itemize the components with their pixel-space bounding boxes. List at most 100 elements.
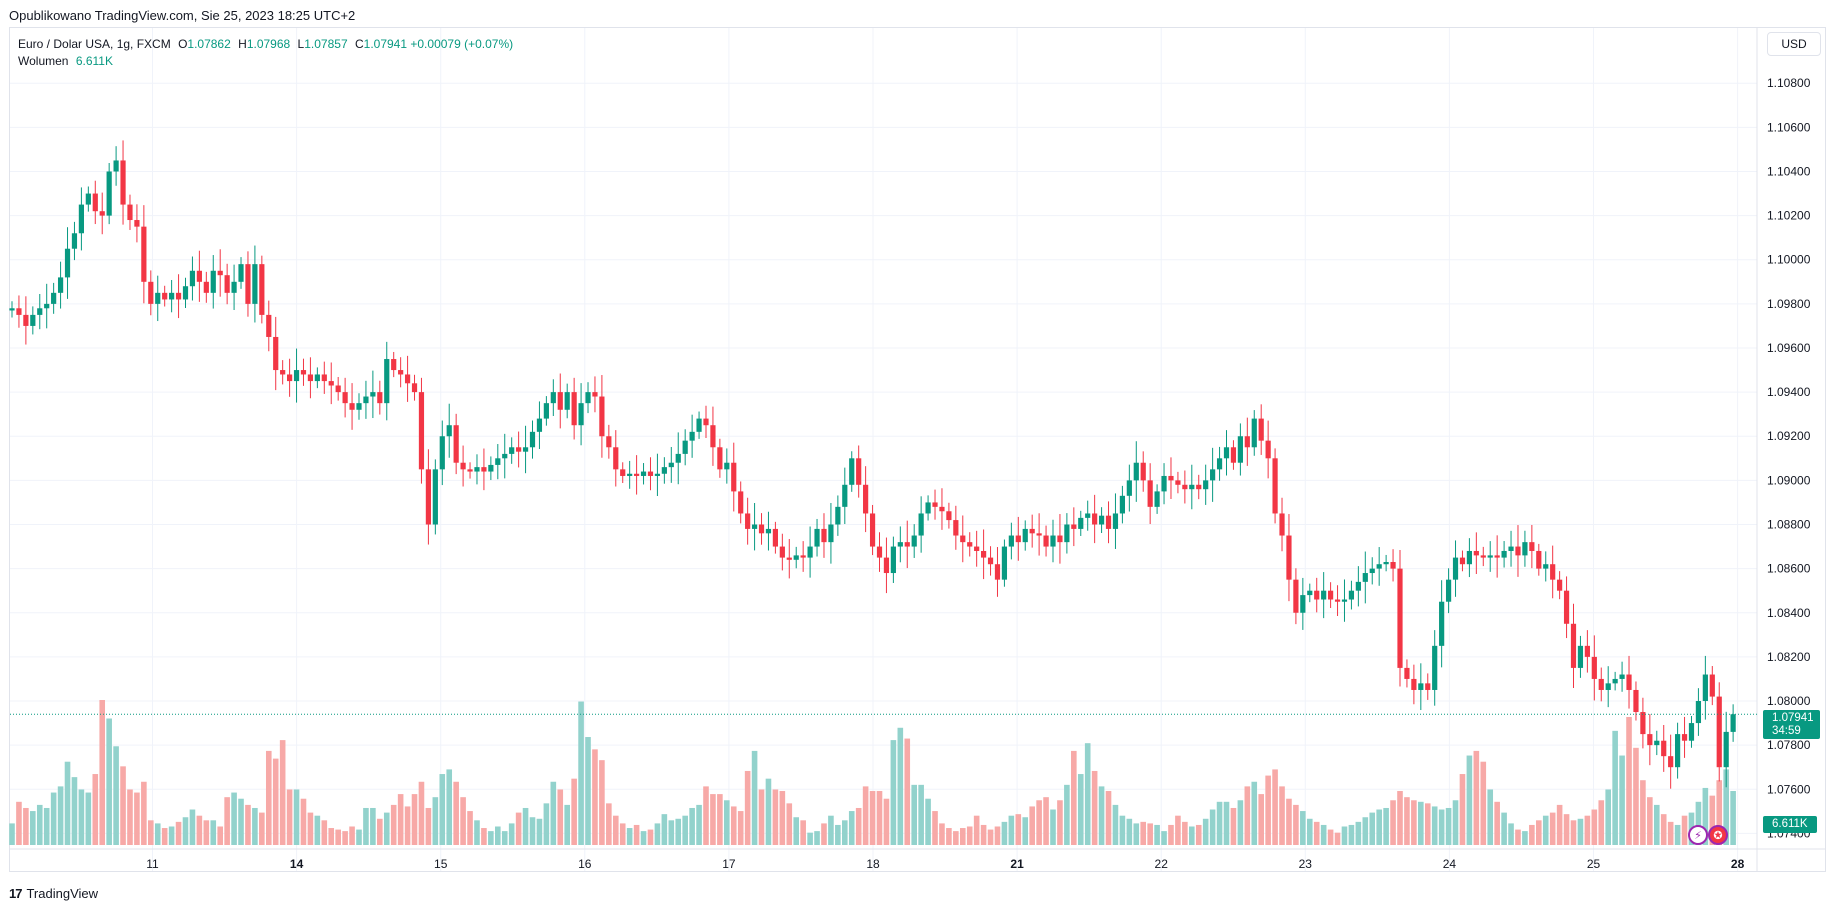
candle-body (1695, 701, 1702, 724)
volume-label[interactable]: Wolumen (18, 54, 69, 68)
last-volume-tag: 6.611K (1763, 816, 1817, 833)
candle-body (1272, 458, 1278, 514)
volume-bar (1626, 716, 1632, 845)
candle-body (474, 467, 480, 472)
volume-bar (758, 789, 765, 845)
candle-body (1237, 436, 1243, 463)
volume-bar (460, 797, 466, 845)
candle-body (703, 418, 709, 426)
chart-frame[interactable] (9, 27, 1826, 872)
candle-body (987, 557, 994, 565)
candle-body (863, 484, 869, 514)
candle-body (585, 392, 591, 404)
volume-bar (418, 781, 425, 845)
candle-body (661, 467, 667, 474)
candle-body (1459, 557, 1466, 565)
candle-body (620, 469, 626, 476)
volume-bar (717, 794, 723, 845)
candle-body (571, 392, 577, 426)
volume-bar (85, 792, 92, 845)
candle-body (974, 546, 980, 551)
candle-body (1154, 491, 1160, 507)
volume-bar (897, 727, 904, 845)
volume-bar (1154, 824, 1160, 845)
lightning-event-icon[interactable]: ⚡ (1688, 825, 1708, 845)
y-tick-label: 1.07800 (1767, 738, 1811, 752)
candle-body (1251, 418, 1257, 448)
candle-body (1036, 533, 1042, 536)
volume-bar (279, 740, 286, 845)
candle-body (953, 520, 959, 536)
footer-branding: 17 TradingView (9, 886, 98, 901)
candle-body (1577, 645, 1584, 668)
candle-body (1105, 515, 1112, 529)
high-value: 1.07968 (246, 37, 291, 51)
volume-bar (946, 828, 952, 845)
candle-body (509, 447, 515, 454)
candle-body (1529, 542, 1535, 551)
volume-bar (744, 770, 751, 845)
change-value: +0.00079 (+0.07%) (410, 37, 514, 51)
volume-bar (1577, 818, 1584, 845)
volume-bar (876, 791, 883, 845)
volume-bar (578, 701, 584, 845)
volume-bar (272, 758, 279, 845)
candle-body (557, 392, 563, 410)
volume-bar (1029, 806, 1035, 845)
volume-bar (1279, 786, 1285, 845)
candle-body (1466, 550, 1472, 565)
y-tick-label: 1.08400 (1767, 606, 1811, 620)
candle-body (266, 314, 272, 337)
volume-bar (890, 740, 897, 845)
open-value: 1.07862 (187, 37, 231, 51)
candle-body (1348, 590, 1355, 600)
candle-body (9, 308, 15, 311)
candle-body (1182, 484, 1188, 490)
volume-bar (1487, 789, 1494, 845)
candle-body (1647, 734, 1653, 746)
volume-bar (1404, 797, 1410, 845)
volume-bar (1438, 809, 1445, 845)
candle-body (696, 418, 702, 432)
volume-bar (800, 820, 806, 845)
currency-button[interactable]: USD (1767, 32, 1821, 56)
flag-event-icon[interactable]: ✪ (1708, 825, 1728, 845)
volume-bar (1709, 795, 1716, 845)
candle-body (1321, 590, 1327, 600)
candle-body (1668, 756, 1674, 768)
volume-bar (959, 828, 966, 845)
candle-body (1654, 740, 1660, 746)
candle-body (391, 359, 397, 371)
volume-bar (474, 820, 480, 845)
x-tick-label: 25 (1587, 857, 1601, 871)
volume-bar (1591, 809, 1598, 845)
volume-bar (1202, 818, 1209, 845)
candle-body (1640, 712, 1646, 735)
volume-bar (1723, 769, 1729, 845)
candle-body (1681, 734, 1688, 741)
footer-brand[interactable]: TradingView (26, 886, 99, 901)
symbol-title[interactable]: Euro / Dolar USA, 1g, FXCM (18, 37, 171, 51)
candle-body (196, 270, 202, 282)
volume-bar (349, 826, 355, 845)
volume-bar (1418, 801, 1424, 845)
published-caption: Opublikowano TradingView.com, Sie 25, 20… (9, 8, 356, 23)
volume-bar (1424, 803, 1431, 845)
candle-body (71, 233, 78, 249)
volume-bar (696, 804, 702, 845)
volume-bar (1605, 789, 1611, 845)
volume-bar (300, 798, 307, 845)
candle-body (1709, 674, 1715, 697)
candle-body (1633, 689, 1639, 713)
volume-bar (911, 784, 917, 845)
volume-bar (550, 781, 557, 845)
volume-bar (689, 807, 695, 845)
y-tick-label: 1.09600 (1767, 341, 1811, 355)
volume-bar (356, 829, 362, 845)
volume-bar (1043, 797, 1049, 845)
volume-bar (1209, 809, 1216, 845)
candle-body (710, 425, 716, 448)
candle-body (217, 270, 223, 276)
x-tick-label: 11 (146, 857, 159, 871)
